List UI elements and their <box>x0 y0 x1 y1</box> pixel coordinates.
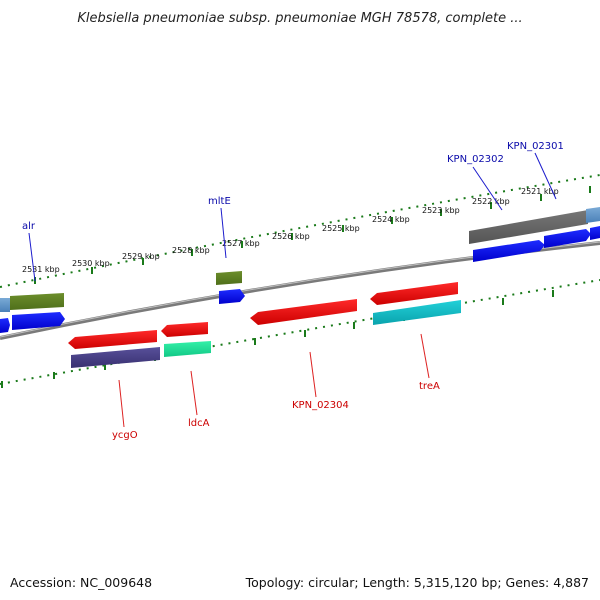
gene-label-mltE[interactable]: mltE <box>208 196 231 207</box>
reverse-features <box>68 282 461 368</box>
scale-label: 2523 kbp <box>422 206 460 215</box>
feature-block[interactable] <box>71 347 160 368</box>
gene-label-KPN_02304[interactable]: KPN_02304 <box>292 400 349 411</box>
feature-block[interactable] <box>0 298 10 312</box>
feature-block[interactable] <box>469 210 588 244</box>
map-title: Klebsiella pneumoniae subsp. pneumoniae … <box>77 11 523 26</box>
gene-arrow-alr[interactable] <box>0 318 10 333</box>
callout-lines <box>28 152 557 428</box>
gene-label-ycgO[interactable]: ycgO <box>112 430 138 441</box>
gene-label-KPN_02301[interactable]: KPN_02301 <box>507 141 564 152</box>
reverse-scale-ruler <box>0 279 600 385</box>
scale-label: 2521 kbp <box>521 187 559 196</box>
feature-block[interactable] <box>10 293 64 310</box>
gene-label-alr[interactable]: alr <box>22 221 36 232</box>
gene-arrow-mltE[interactable] <box>219 289 245 304</box>
forward-scale-ticks <box>34 186 591 284</box>
scale-label: 2529 kbp <box>122 252 160 261</box>
gene-arrow-KPN_02302[interactable] <box>473 240 545 262</box>
gene-arrow[interactable] <box>12 312 65 330</box>
scale-label: 2525 kbp <box>322 224 360 233</box>
gene-arrow-ycgO[interactable] <box>68 330 157 349</box>
gene-arrow[interactable] <box>590 226 600 240</box>
gene-label-treA[interactable]: treA <box>419 381 440 392</box>
scale-labels: 2531 kbp 2530 kbp 2529 kbp 2528 kbp 2527… <box>22 187 559 274</box>
scale-label: 2522 kbp <box>472 197 510 206</box>
forward-scale-ruler <box>0 174 600 288</box>
scale-label: 2526 kbp <box>272 232 310 241</box>
feature-block[interactable] <box>586 207 600 223</box>
feature-block[interactable] <box>216 271 242 285</box>
genome-backbone-highlight <box>0 241 600 338</box>
gene-label-ldcA[interactable]: ldcA <box>188 418 210 429</box>
feature-block[interactable] <box>164 341 211 357</box>
gene-label-KPN_02302[interactable]: KPN_02302 <box>447 154 504 165</box>
gene-arrow-KPN_02301[interactable] <box>544 229 591 248</box>
forward-features <box>0 207 600 333</box>
gene-arrow-treA[interactable] <box>370 282 458 305</box>
scale-label: 2531 kbp <box>22 265 60 274</box>
accession-text: Accession: NC_009648 <box>10 575 153 590</box>
scale-label: 2527 kbp <box>222 239 260 248</box>
scale-label: 2530 kbp <box>72 259 110 268</box>
feature-block[interactable] <box>373 300 461 325</box>
genome-backbone <box>0 241 600 340</box>
gene-labels: alr mltE KPN_02302 KPN_02301 ycgO ldcA K… <box>22 141 564 441</box>
gene-arrow-KPN_02304[interactable] <box>250 299 357 325</box>
genome-summary-text: Topology: circular; Length: 5,315,120 bp… <box>245 575 589 590</box>
gene-arrow-ldcA[interactable] <box>161 322 208 337</box>
scale-label: 2524 kbp <box>372 215 410 224</box>
scale-label: 2528 kbp <box>172 246 210 255</box>
